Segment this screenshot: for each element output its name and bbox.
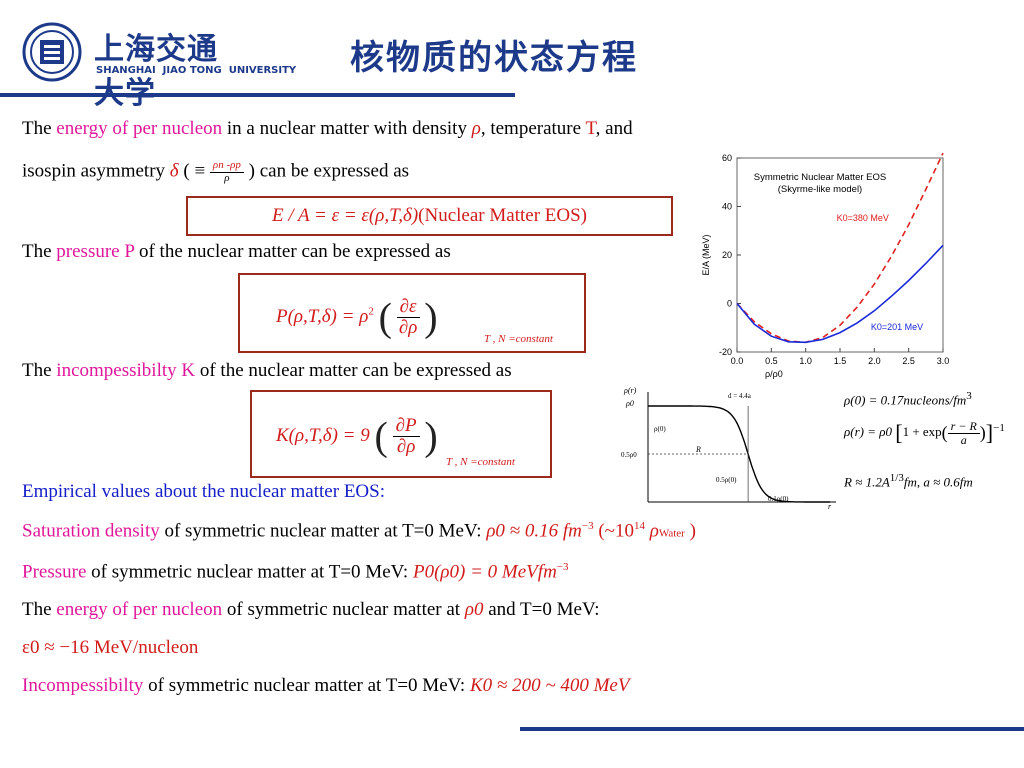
profile-half-label: 0.5ρ0	[621, 451, 637, 459]
profile-tenth-rho-label: 0.1ρ(0)	[768, 495, 789, 503]
energy-value: ε0 ≈ −16 MeV/nucleon	[22, 637, 199, 658]
radius-formula: R ≈ 1.2A1/3fm, a ≈ 0.6fm	[844, 472, 973, 490]
central-density-formula: ρ(0) = 0.17nucleons/fm3	[844, 390, 972, 408]
x-tick-label: 0.0	[731, 356, 744, 366]
incompressibility-value-line: Incompessibilty of symmetric nuclear mat…	[22, 675, 630, 696]
series-line-1	[736, 244, 944, 344]
pressure-derivative: ∂ε ∂ρ	[396, 297, 420, 338]
saturation-density-line: Saturation density of symmetric nuclear …	[22, 520, 696, 542]
plot-frame	[736, 157, 944, 353]
x-axis-label: ρ/ρ0	[765, 369, 783, 379]
profile-rho0-label: ρ0	[625, 399, 634, 408]
eos-formula-box: E / A = ε = ε(ρ,T,δ) (Nuclear Matter EOS…	[186, 196, 673, 236]
incompressibility-formula-box: K(ρ,T,δ) = 9 ( ∂P ∂ρ ) T , N =constant	[250, 390, 552, 478]
x-tick-label: 1.0	[799, 356, 812, 366]
x-tick-label: 0.5	[765, 356, 778, 366]
y-axis-label: E/A (MeV)	[701, 234, 711, 275]
x-tick-label: 2.5	[902, 356, 915, 366]
pressure-line: The pressure P of the nuclear matter can…	[22, 241, 451, 262]
footer-bar	[520, 727, 1024, 731]
university-seal-icon	[22, 22, 82, 82]
series-line-0	[736, 152, 944, 344]
x-tick-label: 2.0	[868, 356, 881, 366]
eos-chart: 0.0 0.5 1.0 1.5 2.0 2.5 3.0 -20 0 20 40 60 ρ/ρ0 E/A (…	[701, 152, 950, 379]
series-label-0: K0=380 MeV	[837, 213, 889, 223]
y-tick-label: 0	[727, 299, 732, 309]
x-tick-label: 3.0	[937, 356, 950, 366]
empirical-heading: Empirical values about the nuclear matte…	[22, 481, 385, 502]
x-tick-label: 1.5	[834, 356, 847, 366]
university-logo: 上海交通大学 SHANGHAI JIAO TONG UNIVERSITY	[22, 22, 296, 111]
pressure-value-line: Pressure of symmetric nuclear matter at …	[22, 561, 569, 583]
y-tick-label: 60	[722, 153, 732, 163]
page-title: 核物质的状态方程	[350, 38, 638, 78]
profile-R-label: R	[695, 445, 701, 454]
logo-text-en: SHANGHAI JIAO TONG UNIVERSITY	[96, 65, 297, 76]
y-tick-label: 20	[722, 250, 732, 260]
energy-per-nucleon-label: energy of per nucleon	[56, 118, 223, 139]
density-profile-diagram: ρ(r) ρ0 ρ(0) 0.5ρ0 R d = 4.4a 0.5ρ(0) 0.…	[621, 386, 836, 511]
chart-title: Symmetric Nuclear Matter EOS	[754, 172, 887, 183]
pressure-formula-box: P(ρ,T,δ) = ρ2 ( ∂ε ∂ρ ) T , N =constant	[238, 273, 586, 353]
incompressibility-derivative: ∂P ∂ρ	[392, 416, 420, 457]
profile-half-rho-label: 0.5ρ(0)	[716, 476, 737, 484]
woods-saxon-curve	[648, 405, 830, 503]
energy-value-line: The energy of per nucleon of symmetric n…	[22, 599, 600, 620]
y-tick-label: -20	[719, 347, 732, 357]
intro-line-2: isospin asymmetry δ ( ≡ ρn -ρp ρ ) can b…	[22, 159, 410, 184]
profile-d-label: d = 4.4a	[728, 392, 752, 400]
intro-line-1: The energy of per nucleon in a nuclear m…	[22, 118, 633, 139]
incompressibility-line: The incompessibilty K of the nuclear mat…	[22, 360, 512, 381]
series-label-1: K0=201 MeV	[871, 322, 923, 332]
asymmetry-fraction: ρn -ρp ρ	[209, 159, 244, 184]
profile-ylabel: ρ(r)	[623, 386, 637, 395]
woods-saxon-formulas: ρ(0) = 0.17nucleons/fm3 ρ(r) = ρ0 [1 + e…	[838, 386, 1018, 498]
profile-rho-zero-label: ρ(0)	[654, 425, 666, 433]
chart-subtitle: (Skyrme-like model)	[778, 184, 862, 195]
y-tick-label: 40	[722, 202, 732, 212]
profile-xlabel: r	[828, 502, 832, 511]
title-underline	[0, 93, 515, 97]
